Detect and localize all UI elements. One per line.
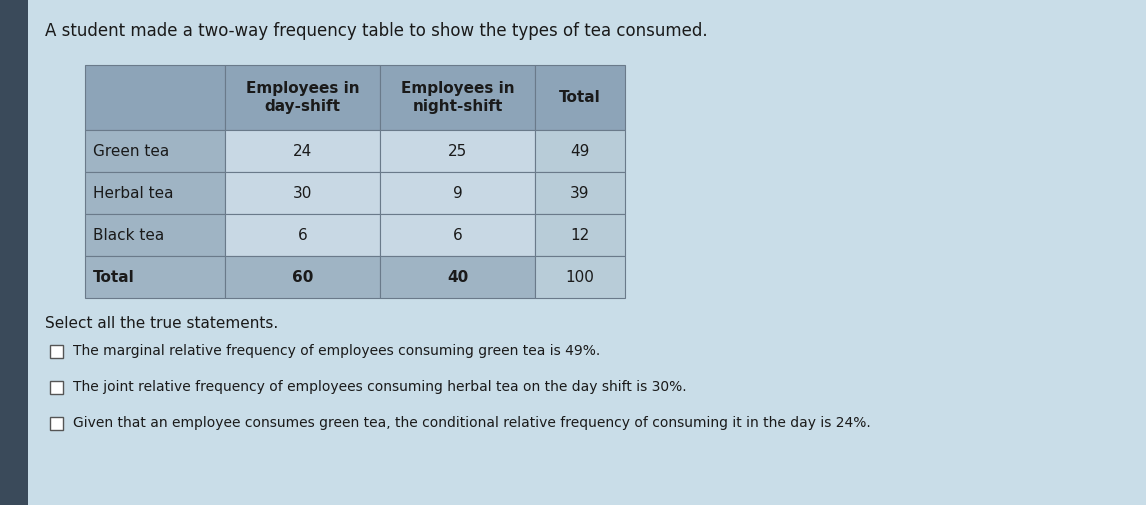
Text: 6: 6 [298,227,307,242]
Text: 9: 9 [453,185,462,200]
Text: 30: 30 [293,185,312,200]
Bar [50,381,63,394]
Bar [380,172,535,214]
Bar [50,345,63,358]
Text: Total: Total [559,90,601,105]
Bar [380,214,535,256]
Text: A student made a two-way frequency table to show the types of tea consumed.: A student made a two-way frequency table… [45,22,707,40]
Bar [85,172,225,214]
Text: Select all the true statements.: Select all the true statements. [45,316,278,331]
Text: Total: Total [93,270,135,284]
Bar [85,256,225,298]
Text: Given that an employee consumes green tea, the conditional relative frequency of: Given that an employee consumes green te… [73,417,871,430]
Text: 39: 39 [571,185,590,200]
Bar [380,256,535,298]
Text: Employees in
day-shift: Employees in day-shift [245,81,360,114]
Text: Herbal tea: Herbal tea [93,185,173,200]
Bar [225,214,380,256]
Bar [535,130,625,172]
Text: The joint relative frequency of employees consuming herbal tea on the day shift : The joint relative frequency of employee… [73,380,686,394]
Text: 24: 24 [293,143,312,159]
Text: Black tea: Black tea [93,227,164,242]
Bar [225,130,380,172]
Bar [225,65,380,130]
Text: 60: 60 [292,270,313,284]
Bar [380,130,535,172]
Bar [0,0,28,505]
Text: The marginal relative frequency of employees consuming green tea is 49%.: The marginal relative frequency of emplo… [73,344,601,359]
Bar [225,256,380,298]
Bar [535,65,625,130]
Bar [50,417,63,430]
Text: 100: 100 [566,270,595,284]
Text: 25: 25 [448,143,468,159]
Bar [535,172,625,214]
Text: Employees in
night-shift: Employees in night-shift [401,81,515,114]
Bar [85,130,225,172]
Bar [535,256,625,298]
Text: 40: 40 [447,270,468,284]
Bar [85,214,225,256]
Text: 49: 49 [571,143,590,159]
Bar [225,172,380,214]
Text: 6: 6 [453,227,462,242]
Bar [380,65,535,130]
Text: Green tea: Green tea [93,143,170,159]
Bar [535,214,625,256]
Text: 12: 12 [571,227,590,242]
Bar [85,65,225,130]
